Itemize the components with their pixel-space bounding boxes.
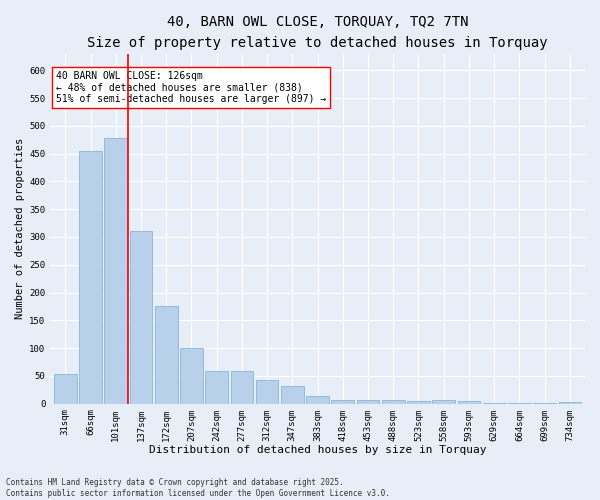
Text: Contains HM Land Registry data © Crown copyright and database right 2025.
Contai: Contains HM Land Registry data © Crown c… <box>6 478 390 498</box>
Bar <box>533 403 556 404</box>
X-axis label: Distribution of detached houses by size in Torquay: Distribution of detached houses by size … <box>149 445 487 455</box>
Bar <box>483 403 506 404</box>
Bar <box>281 386 304 404</box>
Bar <box>155 306 178 404</box>
Bar <box>356 400 379 404</box>
Bar <box>508 403 531 404</box>
Bar <box>382 400 404 404</box>
Bar <box>331 400 354 404</box>
Bar <box>130 231 152 404</box>
Text: 40 BARN OWL CLOSE: 126sqm
← 48% of detached houses are smaller (838)
51% of semi: 40 BARN OWL CLOSE: 126sqm ← 48% of detac… <box>56 71 326 104</box>
Bar <box>54 374 77 404</box>
Bar <box>230 372 253 404</box>
Bar <box>433 400 455 404</box>
Bar <box>205 372 228 404</box>
Bar <box>306 396 329 404</box>
Bar <box>104 138 127 404</box>
Title: 40, BARN OWL CLOSE, TORQUAY, TQ2 7TN
Size of property relative to detached house: 40, BARN OWL CLOSE, TORQUAY, TQ2 7TN Siz… <box>87 15 548 50</box>
Bar <box>79 151 102 404</box>
Y-axis label: Number of detached properties: Number of detached properties <box>15 138 25 320</box>
Bar <box>559 402 581 404</box>
Bar <box>407 401 430 404</box>
Bar <box>256 380 278 404</box>
Bar <box>180 348 203 404</box>
Bar <box>458 401 481 404</box>
